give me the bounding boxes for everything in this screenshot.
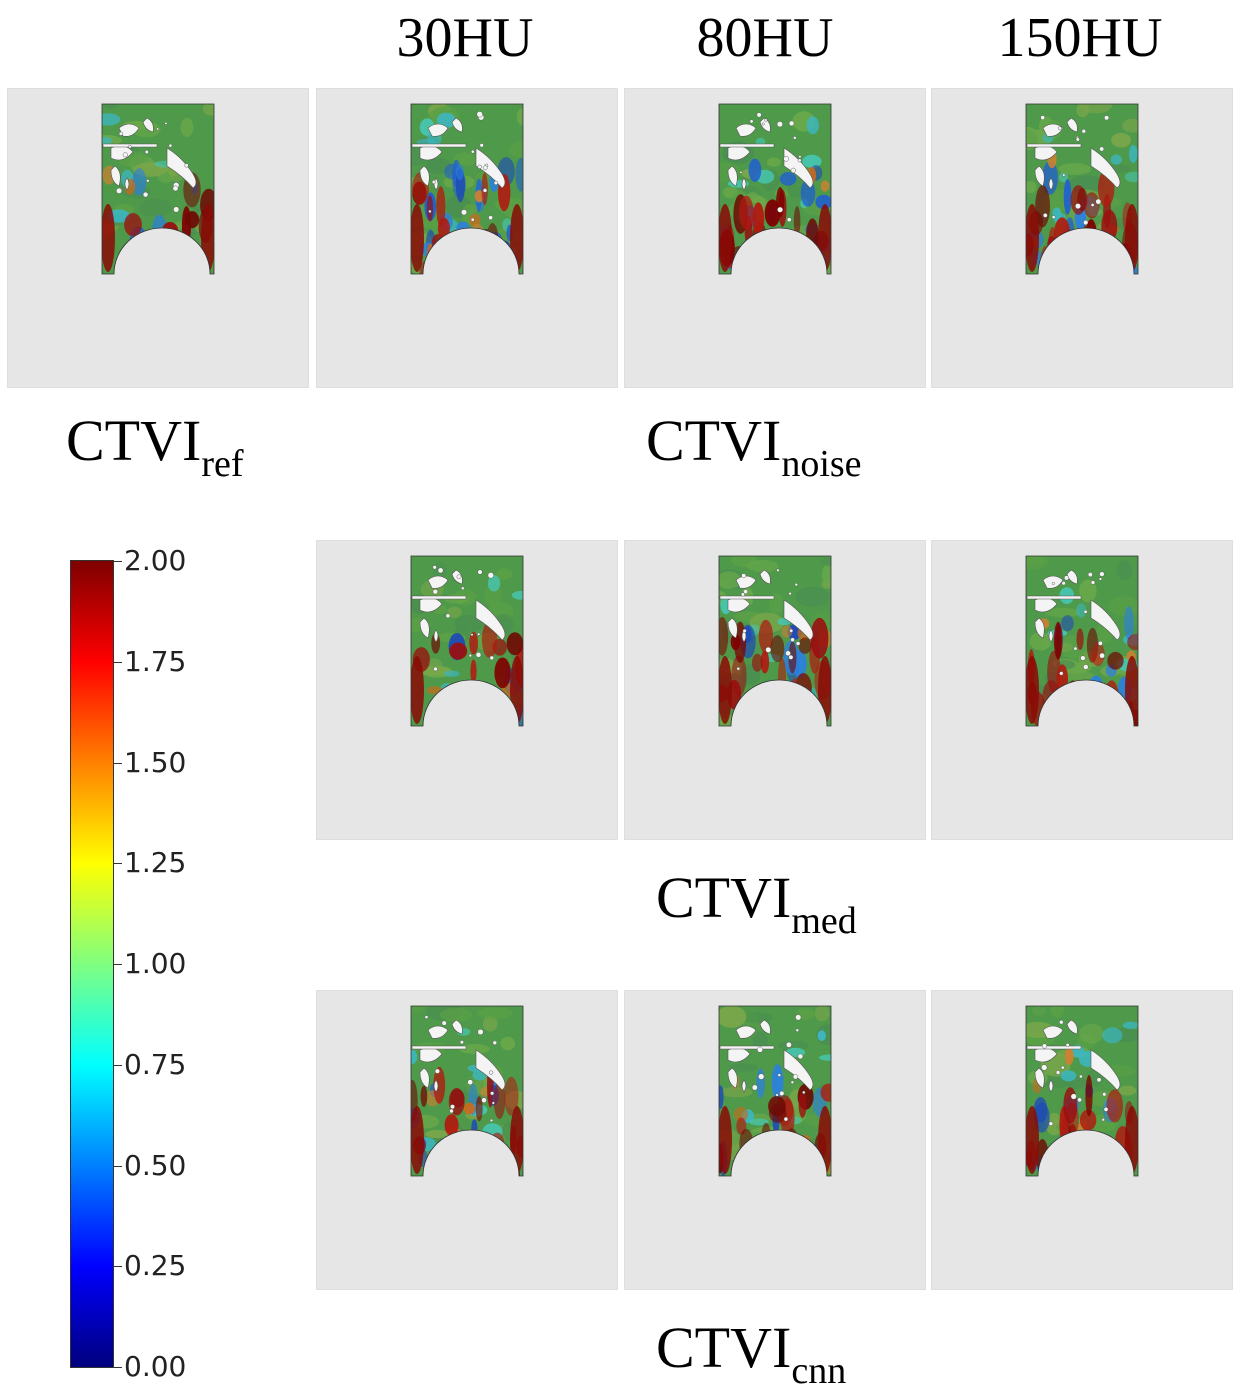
colorbar-tick-label: 0.25 — [124, 1249, 187, 1283]
panel-noise-150hu — [931, 88, 1233, 388]
colorbar-tick — [114, 1165, 122, 1167]
colorbar-tick — [114, 1266, 122, 1268]
colorbar-tick — [114, 964, 122, 965]
panel-med-150hu — [931, 540, 1233, 840]
panel-cnn-80hu — [624, 990, 926, 1290]
colorbar-tick-label: 0.50 — [124, 1148, 187, 1182]
ventilation-map — [1025, 555, 1139, 727]
ventilation-map — [1025, 103, 1139, 275]
colorbar-tick — [114, 661, 122, 663]
column-header-80hu: 80HU — [696, 7, 834, 69]
colorbar-tick-label: 2.00 — [124, 544, 187, 577]
panel-cnn-30hu — [316, 990, 618, 1290]
colorbar-tick-label: 1.75 — [124, 644, 187, 678]
panel-noise-80hu — [624, 88, 926, 388]
panel-ref — [7, 88, 309, 388]
ventilation-map — [101, 103, 215, 275]
ventilation-map — [410, 1005, 524, 1177]
ventilation-map — [718, 103, 832, 275]
panel-med-80hu — [624, 540, 926, 840]
colorbar-tick — [114, 1367, 122, 1368]
colorbar-tick-label: 0.75 — [124, 1047, 187, 1081]
colorbar-tick — [114, 1064, 122, 1066]
row-label-med: CTVImed — [656, 865, 857, 942]
ventilation-map — [410, 103, 524, 275]
row-label-noise: CTVInoise — [646, 408, 862, 485]
row-label-ref: CTVIref — [66, 408, 244, 485]
panel-noise-30hu — [316, 88, 618, 388]
colorbar-tick — [114, 561, 122, 562]
ventilation-map — [410, 555, 524, 727]
column-header-150hu: 150HU — [997, 7, 1163, 69]
ventilation-map — [718, 555, 832, 727]
colorbar-tick-label: 1.25 — [124, 846, 187, 880]
colorbar-tick-label: 0.00 — [124, 1350, 187, 1383]
row-label-cnn: CTVIcnn — [656, 1315, 847, 1392]
ventilation-map — [1025, 1005, 1139, 1177]
colorbar-tick — [114, 863, 122, 865]
colorbar — [70, 560, 114, 1368]
column-header-30hu: 30HU — [396, 7, 534, 69]
colorbar-tick-label: 1.50 — [124, 745, 187, 779]
colorbar-tick-label: 1.00 — [124, 947, 187, 980]
panel-med-30hu — [316, 540, 618, 840]
ventilation-map — [718, 1005, 832, 1177]
panel-cnn-150hu — [931, 990, 1233, 1290]
colorbar-tick — [114, 762, 122, 764]
